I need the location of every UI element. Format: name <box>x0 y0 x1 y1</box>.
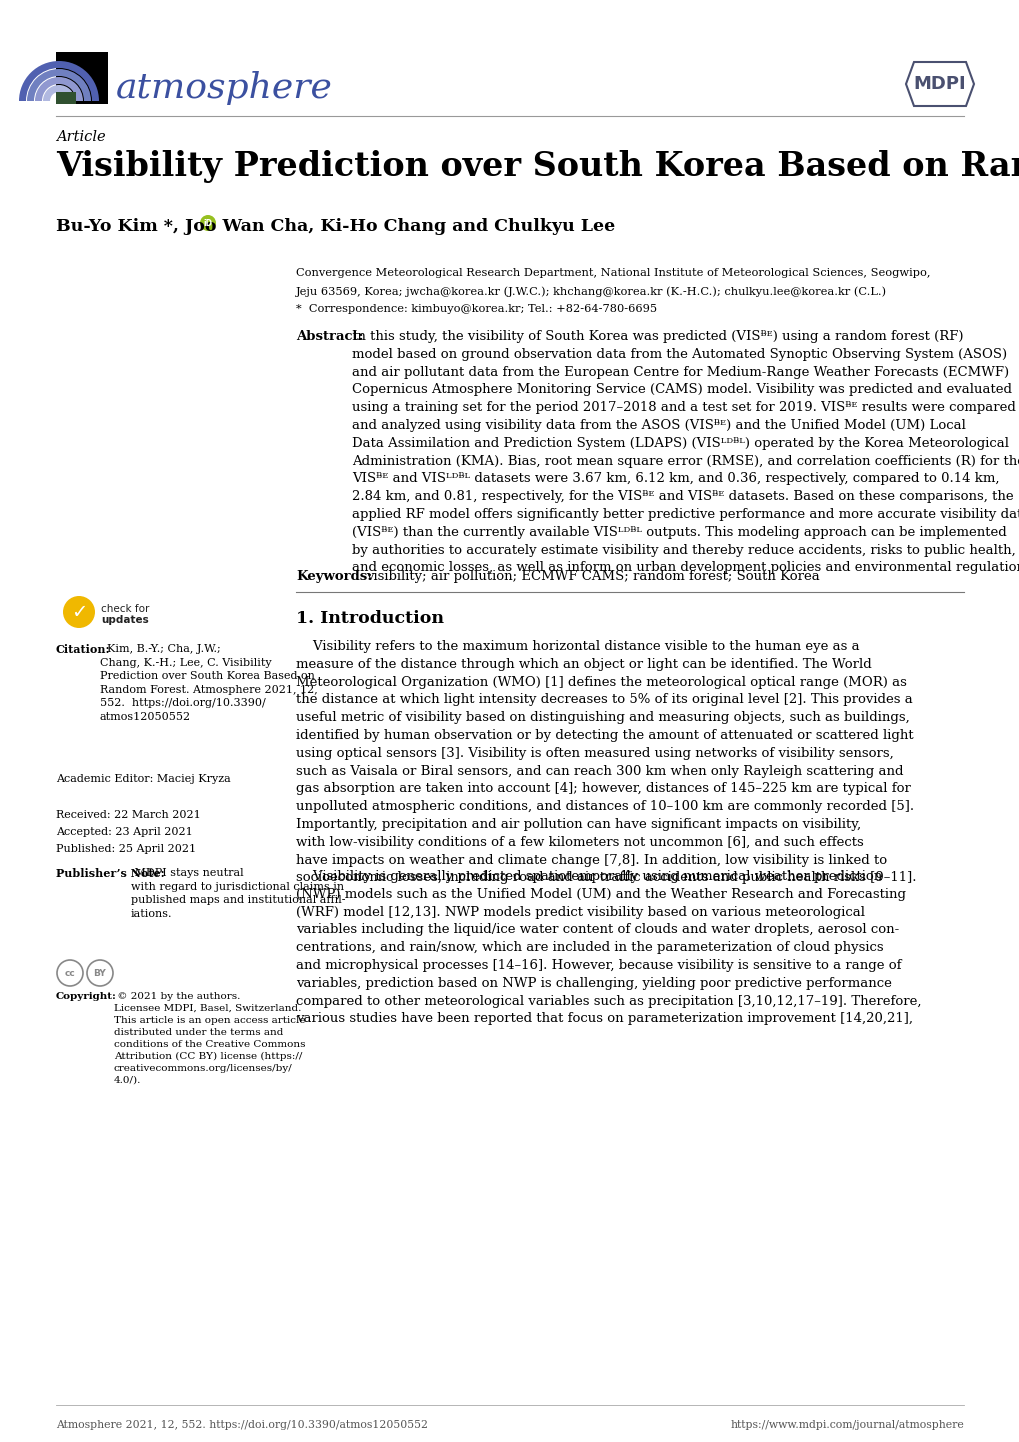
Text: Bu-Yo Kim *, Joo Wan Cha, Ki-Ho Chang and Chulkyu Lee: Bu-Yo Kim *, Joo Wan Cha, Ki-Ho Chang an… <box>56 218 614 235</box>
Wedge shape <box>26 69 91 101</box>
Text: atmosphere: atmosphere <box>116 71 332 105</box>
Text: Article: Article <box>56 130 106 144</box>
Text: MDPI: MDPI <box>913 75 965 92</box>
Text: 1. Introduction: 1. Introduction <box>296 610 443 627</box>
Text: Publisher’s Note:: Publisher’s Note: <box>56 868 164 880</box>
Text: visibility; air pollution; ECMWF CAMS; random forest; South Korea: visibility; air pollution; ECMWF CAMS; r… <box>366 570 819 583</box>
Text: Visibility refers to the maximum horizontal distance visible to the human eye as: Visibility refers to the maximum horizon… <box>296 640 916 884</box>
Text: Convergence Meteorological Research Department, National Institute of Meteorolog: Convergence Meteorological Research Depa… <box>296 268 929 278</box>
Text: BY: BY <box>94 969 106 978</box>
Circle shape <box>63 596 95 629</box>
Text: cc: cc <box>64 969 75 978</box>
Circle shape <box>200 215 216 231</box>
Bar <box>56 52 108 104</box>
Text: Keywords:: Keywords: <box>296 570 372 583</box>
Wedge shape <box>43 85 75 101</box>
Text: iD: iD <box>204 219 212 228</box>
Text: Published: 25 April 2021: Published: 25 April 2021 <box>56 844 196 854</box>
Text: Jeju 63569, Korea; jwcha@korea.kr (J.W.C.); khchang@korea.kr (K.-H.C.); chulkyu.: Jeju 63569, Korea; jwcha@korea.kr (J.W.C… <box>296 286 887 297</box>
Text: Kim, B.-Y.; Cha, J.W.;
Chang, K.-H.; Lee, C. Visibility
Prediction over South Ko: Kim, B.-Y.; Cha, J.W.; Chang, K.-H.; Lee… <box>100 645 318 722</box>
Text: In this study, the visibility of South Korea was predicted (VISᴯᴱ) using a rando: In this study, the visibility of South K… <box>352 330 1019 574</box>
Text: https://www.mdpi.com/journal/atmosphere: https://www.mdpi.com/journal/atmosphere <box>730 1420 963 1430</box>
Text: Visibility is generally predicted spatiotemporally using numerical weather predi: Visibility is generally predicted spatio… <box>296 870 920 1025</box>
Text: Atmosphere 2021, 12, 552. https://doi.org/10.3390/atmos12050552: Atmosphere 2021, 12, 552. https://doi.or… <box>56 1420 428 1430</box>
Text: MDPI stays neutral
with regard to jurisdictional claims in
published maps and in: MDPI stays neutral with regard to jurisd… <box>130 868 345 919</box>
Bar <box>56 92 76 104</box>
Text: updates: updates <box>101 614 149 624</box>
Text: Abstract:: Abstract: <box>296 330 363 343</box>
Text: Academic Editor: Maciej Kryza: Academic Editor: Maciej Kryza <box>56 774 230 784</box>
Text: Copyright:: Copyright: <box>56 992 117 1001</box>
Text: Received: 22 March 2021: Received: 22 March 2021 <box>56 810 201 820</box>
Text: Visibility Prediction over South Korea Based on Random Forest: Visibility Prediction over South Korea B… <box>56 150 1019 183</box>
Text: Accepted: 23 April 2021: Accepted: 23 April 2021 <box>56 828 193 836</box>
Wedge shape <box>35 76 83 101</box>
Text: ✓: ✓ <box>70 603 87 622</box>
Text: Citation:: Citation: <box>56 645 110 655</box>
Wedge shape <box>19 61 99 101</box>
Text: © 2021 by the authors.
Licensee MDPI, Basel, Switzerland.
This article is an ope: © 2021 by the authors. Licensee MDPI, Ba… <box>114 992 306 1084</box>
Text: check for: check for <box>101 604 149 614</box>
Text: *  Correspondence: kimbuyo@korea.kr; Tel.: +82-64-780-6695: * Correspondence: kimbuyo@korea.kr; Tel.… <box>296 304 656 314</box>
